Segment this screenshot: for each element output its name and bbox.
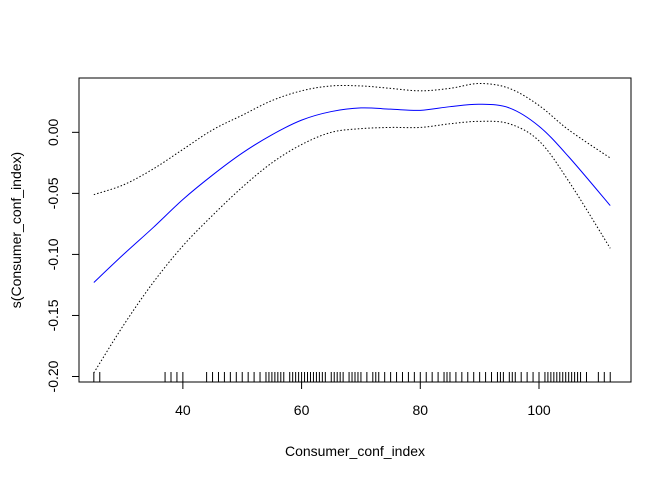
series-upper-line	[93, 82, 611, 196]
x-ticks: 40 60 80 100	[175, 382, 551, 418]
y-axis: -0.20 -0.15 -0.10 -0.05 0.00	[45, 118, 80, 392]
y-tick-label: -0.15	[45, 299, 61, 331]
y-axis-title: s(Consumer_conf_index)	[8, 152, 24, 308]
x-tick-label: 80	[413, 402, 429, 418]
x-tick-label: 100	[527, 402, 551, 418]
y-tick-label: -0.05	[45, 177, 61, 209]
x-tick-label: 40	[175, 402, 191, 418]
x-axis-title: Consumer_conf_index	[285, 443, 425, 459]
series-lower-line	[93, 120, 611, 374]
plot-frame	[78, 77, 632, 383]
series-fit-line	[93, 103, 611, 283]
rug-layer	[93, 372, 611, 382]
series-layer	[93, 82, 611, 374]
y-tick-label: -0.10	[45, 238, 61, 270]
y-tick-label: 0.00	[45, 118, 61, 145]
y-tick-label: -0.20	[45, 360, 61, 392]
x-tick-label: 60	[294, 402, 310, 418]
x-axis: 40 60 80 100	[175, 381, 551, 418]
y-ticks: -0.20 -0.15 -0.10 -0.05 0.00	[45, 118, 79, 392]
